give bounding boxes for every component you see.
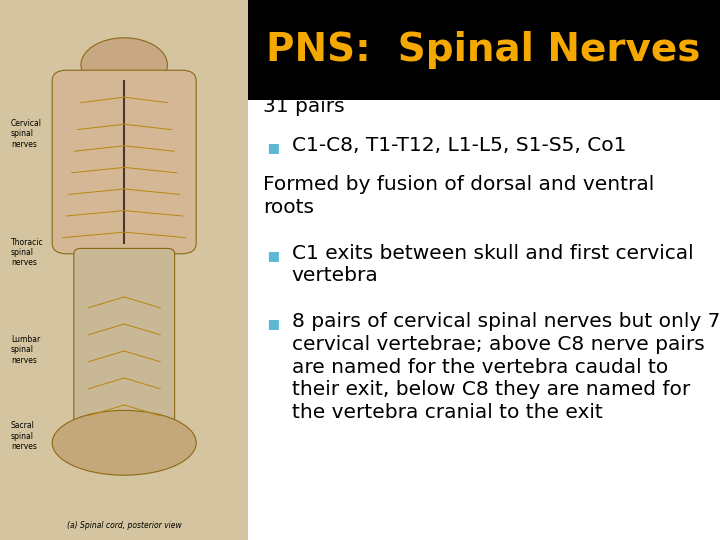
Text: ▪: ▪ — [266, 314, 279, 333]
Ellipse shape — [52, 410, 196, 475]
Text: 8 pairs of cervical spinal nerves but only 7
cervical vertebrae; above C8 nerve : 8 pairs of cervical spinal nerves but on… — [292, 312, 720, 422]
Text: Cervical
spinal
nerves: Cervical spinal nerves — [11, 119, 42, 148]
Text: ▪: ▪ — [266, 138, 279, 157]
FancyBboxPatch shape — [0, 0, 248, 540]
Text: (a) Spinal cord, posterior view: (a) Spinal cord, posterior view — [67, 521, 181, 530]
Text: C1-C8, T1-T12, L1-L5, S1-S5, Co1: C1-C8, T1-T12, L1-L5, S1-S5, Co1 — [292, 136, 626, 155]
FancyBboxPatch shape — [52, 70, 196, 254]
FancyBboxPatch shape — [73, 248, 174, 464]
Text: Lumbar
spinal
nerves: Lumbar spinal nerves — [11, 335, 40, 365]
Text: Sacral
spinal
nerves: Sacral spinal nerves — [11, 421, 37, 451]
Text: C1 exits between skull and first cervical
vertebra: C1 exits between skull and first cervica… — [292, 244, 693, 285]
Text: ▪: ▪ — [266, 246, 279, 265]
Text: 31 pairs: 31 pairs — [263, 97, 344, 116]
Text: PNS:  Spinal Nerves: PNS: Spinal Nerves — [266, 31, 701, 69]
Text: Thoracic
spinal
nerves: Thoracic spinal nerves — [11, 238, 43, 267]
Text: Formed by fusion of dorsal and ventral
roots: Formed by fusion of dorsal and ventral r… — [263, 175, 654, 217]
Ellipse shape — [81, 38, 167, 92]
FancyBboxPatch shape — [248, 0, 720, 100]
